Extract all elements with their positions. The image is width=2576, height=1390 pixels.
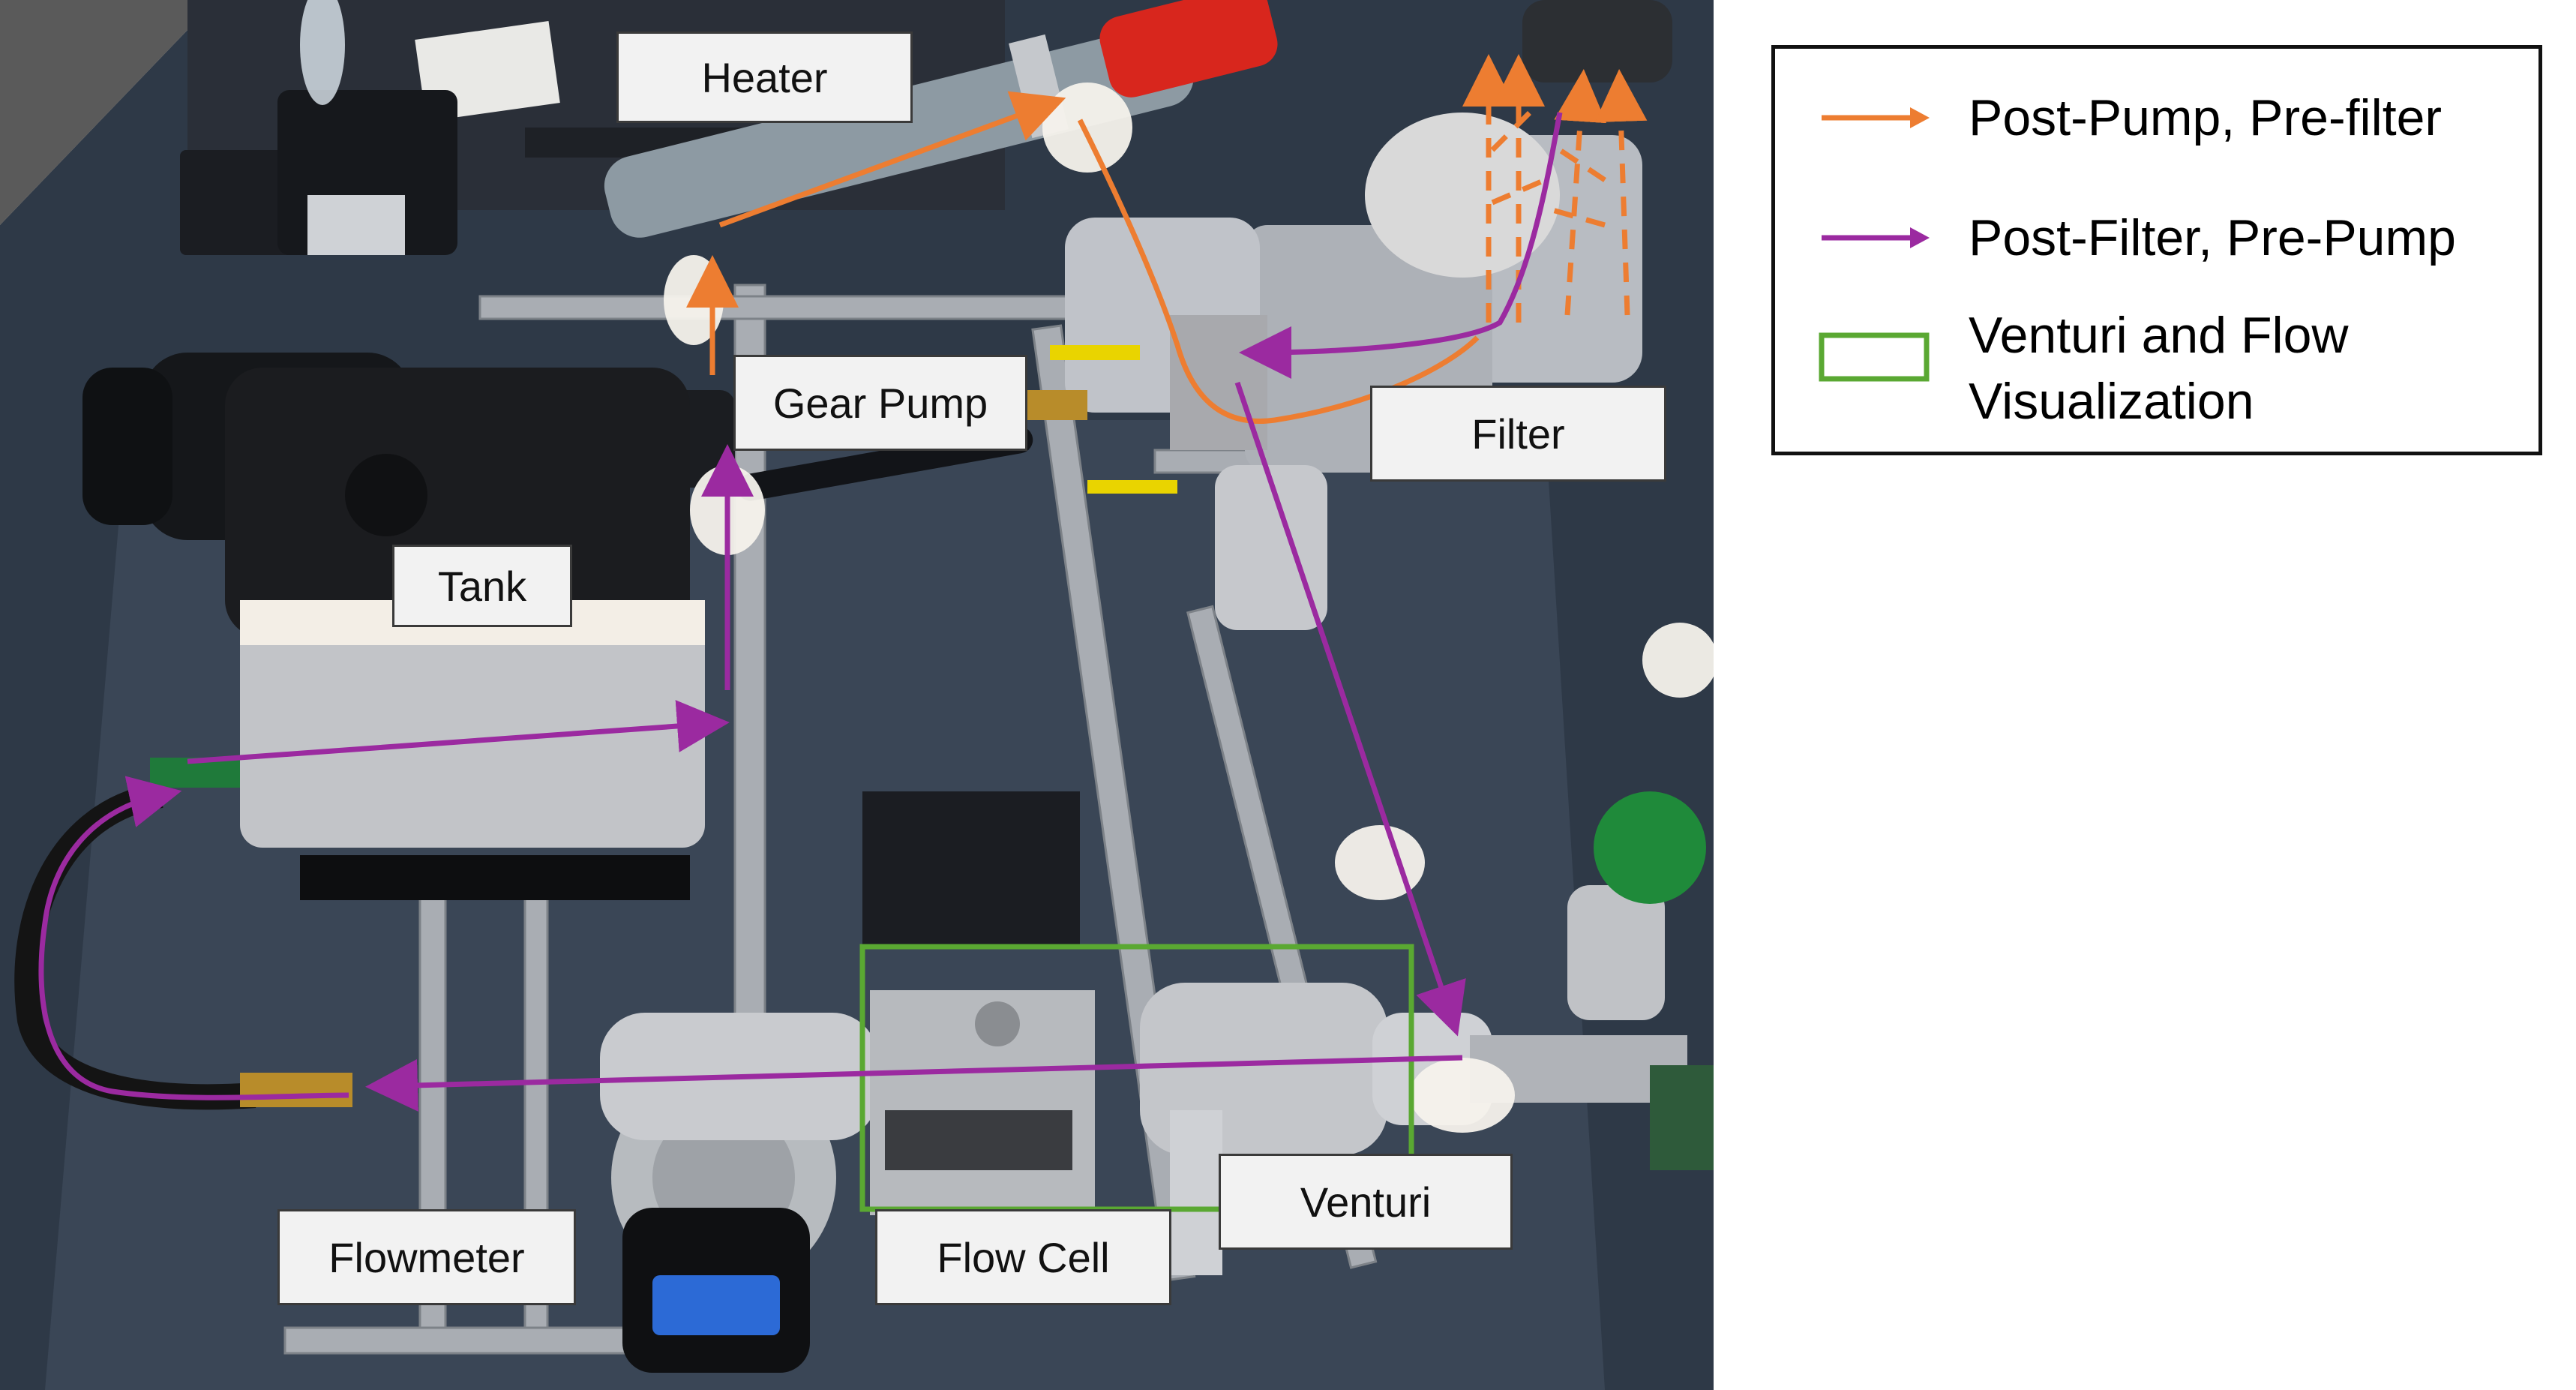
tank <box>225 368 705 900</box>
green-box-icon <box>1819 332 1930 382</box>
purple-arrow-icon <box>1822 227 1930 248</box>
label-gear-pump: Gear Pump <box>733 355 1027 451</box>
label-venturi: Venturi <box>1219 1154 1513 1250</box>
venturi-section <box>1140 791 1714 1275</box>
legend-label: Post-Pump, Pre-filter <box>1969 89 2443 146</box>
legend-label: Post-Filter, Pre-Pump <box>1969 209 2456 266</box>
label-tank: Tank <box>392 545 572 627</box>
heater-tube <box>604 0 1278 238</box>
label-filter: Filter <box>1370 386 1666 482</box>
rig-photo: Heater Gear Pump Filter Tank Venturi Flo… <box>0 0 1714 1390</box>
legend: Post-Pump, Pre-filter Post-Filter, Pre-P… <box>1771 45 2542 455</box>
label-flowmeter: Flowmeter <box>277 1209 576 1305</box>
label-flow-cell: Flow Cell <box>875 1209 1171 1305</box>
purple-flow-arrows <box>38 112 1563 1112</box>
legend-label: Venturi and Flow Visualization <box>1969 307 2349 430</box>
flow-cell-block <box>862 791 1095 1215</box>
label-heater: Heater <box>616 32 913 123</box>
orange-flow-arrows <box>686 54 1648 424</box>
orange-arrow-icon <box>1822 107 1930 128</box>
